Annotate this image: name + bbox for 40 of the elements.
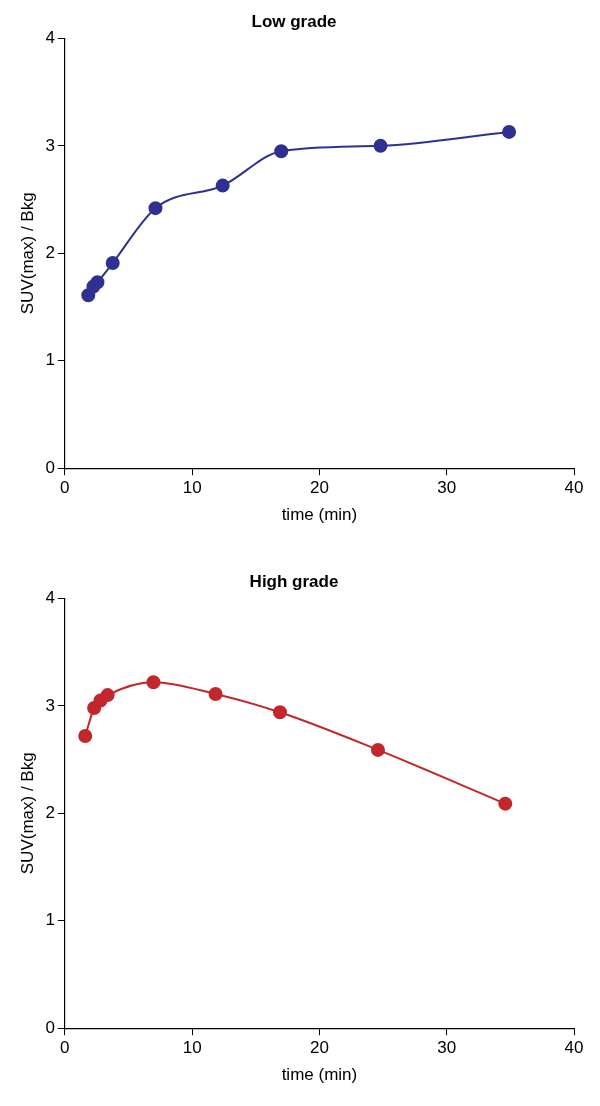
point	[105, 255, 120, 270]
y-tick-label: 1	[45, 910, 55, 930]
point	[502, 124, 517, 139]
point	[146, 675, 161, 690]
chart-title: Low grade	[251, 11, 337, 31]
x-tick-label: 10	[182, 478, 202, 498]
x-tick-label: 0	[60, 1038, 70, 1058]
x-axis-title: time (min)	[281, 505, 358, 525]
y-tick-label: 3	[45, 135, 55, 155]
y-tick-label: 4	[45, 588, 55, 608]
y-axis-title: SUV(max) / Bkg	[17, 752, 37, 875]
y-tick-label: 2	[45, 802, 55, 822]
x-axis-title: time (min)	[281, 1065, 358, 1085]
point	[208, 687, 223, 702]
y-tick-label: 4	[45, 28, 55, 48]
y-tick-label: 3	[45, 695, 55, 715]
point	[78, 728, 93, 743]
point	[373, 138, 388, 153]
x-tick-label: 10	[182, 1038, 202, 1058]
x-tick-label: 30	[437, 1038, 457, 1058]
point	[370, 742, 385, 757]
x-tick-label: 40	[564, 1038, 584, 1058]
point	[274, 144, 289, 159]
y-tick-label: 1	[45, 350, 55, 370]
point	[90, 275, 105, 290]
x-tick-label: 20	[309, 1038, 329, 1058]
chart-title: High grade	[249, 571, 339, 591]
point	[498, 796, 513, 811]
x-tick-label: 20	[309, 478, 329, 498]
y-tick-label: 2	[45, 242, 55, 262]
x-tick-label: 30	[437, 478, 457, 498]
y-tick-label: 0	[45, 1017, 55, 1037]
point	[148, 201, 163, 216]
x-tick-label: 0	[60, 478, 70, 498]
x-tick-label: 40	[564, 478, 584, 498]
point	[100, 688, 115, 703]
y-tick-label: 0	[45, 457, 55, 477]
y-axis-title: SUV(max) / Bkg	[17, 192, 37, 315]
point	[215, 178, 230, 193]
point	[272, 705, 287, 720]
